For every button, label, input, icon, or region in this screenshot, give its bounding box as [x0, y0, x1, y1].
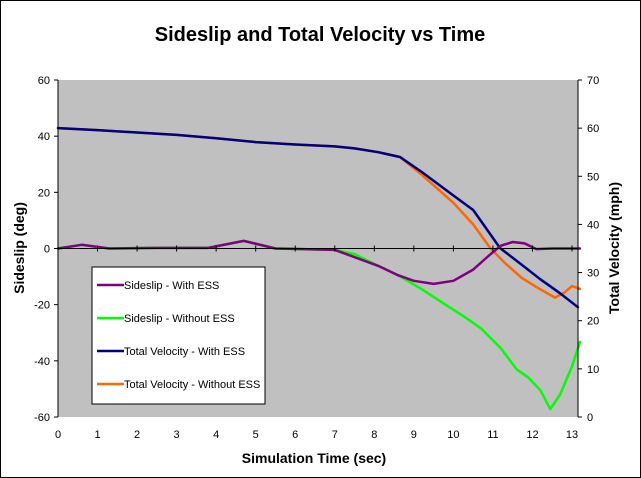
- y2-tick-label: 10: [587, 364, 599, 376]
- x-tick-label: 3: [174, 429, 180, 441]
- x-axis-title: Simulation Time (sec): [242, 450, 386, 466]
- y-axis-title: Sideslip (deg): [11, 202, 27, 294]
- x-tick-label: 8: [371, 429, 377, 441]
- y2-tick-label: 50: [587, 171, 599, 183]
- y2-tick-label: 30: [587, 268, 599, 280]
- y-tick-label: -20: [34, 300, 50, 312]
- x-tick-label: 11: [487, 429, 498, 441]
- y-tick-label: 20: [38, 187, 50, 199]
- series-line-sideslip-with-ess: [56, 239, 582, 286]
- chart-title: Sideslip and Total Velocity vs Time: [155, 24, 485, 46]
- x-tick-label: 13: [566, 429, 578, 441]
- y-tick-label: 60: [38, 75, 50, 87]
- y2-tick-label: 20: [587, 316, 599, 328]
- x-tick-label: 4: [213, 429, 219, 441]
- y-tick-label: 40: [38, 131, 50, 143]
- y2-tick-label: 0: [587, 412, 593, 424]
- legend: Sideslip - With ESS Sideslip - Without ES…: [91, 266, 266, 405]
- x-tick-label: 7: [332, 429, 338, 441]
- x-tick-label: 9: [411, 429, 417, 441]
- x-tick-label: 10: [447, 429, 459, 441]
- legend-label: Total Velocity - Without ESS: [124, 379, 260, 391]
- y-tick-label: -60: [34, 412, 50, 424]
- legend-box: [91, 266, 266, 405]
- x-tick-label: 0: [55, 429, 61, 441]
- y2-tick-label: 70: [587, 75, 599, 87]
- axes-layer: 0 1 2 3 4 5 6 7 8 9 10 11 12 13-60-40-200204060010203…: [34, 75, 599, 441]
- legend-label: Sideslip - With ESS: [124, 280, 219, 292]
- y-tick-label: -40: [34, 356, 50, 368]
- x-tick-label: 12: [526, 429, 538, 441]
- y2-tick-label: 60: [587, 123, 599, 135]
- y-tick-label: 0: [44, 244, 50, 256]
- x-tick-label: 1: [94, 429, 100, 441]
- x-tick-label: 6: [292, 429, 298, 441]
- y2-axis-title: Total Velocity (mph): [606, 182, 622, 314]
- legend-label: Total Velocity - With ESS: [124, 346, 245, 358]
- x-tick-label: 5: [253, 429, 259, 441]
- series-layer: [56, 126, 582, 411]
- legend-label: Sideslip - Without ESS: [124, 313, 235, 325]
- y2-tick-label: 40: [587, 219, 599, 231]
- x-tick-label: 2: [134, 429, 140, 441]
- series-line-total-velocity-with-ess: [56, 126, 580, 309]
